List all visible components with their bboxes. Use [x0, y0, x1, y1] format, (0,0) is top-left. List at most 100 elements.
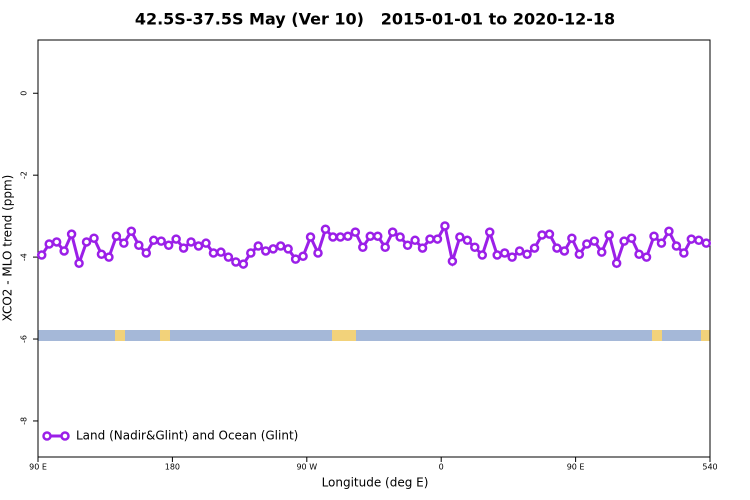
series-point	[567, 233, 577, 244]
series-point	[470, 242, 480, 253]
series-point	[656, 238, 667, 248]
series-point	[104, 252, 114, 262]
y-axis-label: XCO2 - MLO trend (ppm)	[1, 175, 15, 322]
land-patch	[652, 330, 662, 341]
series-point	[148, 235, 159, 246]
series-point	[59, 246, 69, 256]
series-point	[44, 239, 54, 249]
series-point	[380, 242, 390, 253]
series-point	[81, 237, 92, 247]
series-point	[447, 256, 458, 266]
series-point	[425, 234, 435, 244]
series-point	[410, 235, 420, 246]
series-point	[51, 237, 62, 247]
series-point	[664, 226, 674, 237]
legend-marker	[42, 431, 52, 441]
y-tick-label: 0	[20, 91, 29, 96]
series-point	[253, 241, 264, 251]
plot-frame	[37, 39, 711, 458]
series-point	[134, 240, 144, 250]
x-tick-label: 90 W	[296, 463, 317, 472]
legend-marker	[60, 431, 70, 441]
series-point	[119, 238, 129, 248]
series-point	[492, 250, 502, 260]
series-point	[462, 235, 473, 246]
land-patch	[332, 330, 356, 341]
y-tick-label: -4	[20, 253, 29, 261]
series-point	[641, 252, 652, 262]
series-point	[141, 248, 152, 258]
y-tick-label: -6	[20, 335, 29, 343]
series-point	[320, 224, 331, 234]
series-point	[619, 236, 629, 246]
land-patch	[115, 330, 125, 341]
series-point	[223, 252, 234, 262]
x-tick-label: 90 E	[29, 463, 47, 472]
series-point	[395, 232, 405, 242]
series-point	[484, 227, 495, 237]
series-point	[499, 248, 510, 258]
series-point	[529, 243, 540, 253]
series-point	[440, 221, 450, 231]
series-point	[417, 243, 428, 253]
series-point	[126, 226, 137, 237]
ocean-strip	[38, 330, 710, 341]
series-point	[589, 236, 600, 246]
series-point	[96, 249, 107, 259]
series-point	[163, 240, 174, 250]
chart-title: 42.5S-37.5S May (Ver 10) 2015-01-01 to 2…	[135, 10, 615, 29]
series-point	[582, 239, 592, 249]
series-point	[402, 240, 413, 250]
series-point	[537, 230, 547, 240]
x-tick-label: 0	[439, 463, 444, 472]
y-tick-label: -2	[20, 171, 29, 179]
series-point	[604, 230, 614, 240]
series-point	[335, 232, 346, 242]
x-axis-label: Longitude (deg E)	[322, 476, 429, 490]
legend-label: Land (Nadir&Glint) and Ocean (Glint)	[76, 429, 298, 443]
series-point	[634, 249, 644, 259]
series-point	[701, 238, 712, 248]
series-point	[328, 232, 338, 242]
series-point	[305, 232, 316, 242]
series-point	[283, 244, 293, 254]
series-point	[544, 229, 555, 239]
series-point	[432, 234, 443, 244]
series-point	[260, 246, 271, 256]
series-point	[36, 250, 47, 260]
series-point	[186, 237, 196, 247]
series-point	[208, 248, 219, 258]
series-point	[111, 231, 122, 241]
series-point	[507, 252, 517, 262]
series-point	[74, 258, 84, 268]
series-point	[372, 231, 383, 241]
x-tick-label: 180	[165, 463, 180, 472]
land-patch	[160, 330, 170, 341]
series-point	[350, 227, 361, 237]
series-point	[246, 248, 256, 258]
series-point	[231, 257, 241, 267]
series-point	[298, 251, 308, 262]
series-point	[649, 231, 659, 241]
land-patch	[701, 330, 710, 341]
series-point	[343, 231, 353, 241]
series-point	[611, 258, 622, 268]
series-point	[477, 250, 488, 260]
series-point	[552, 243, 562, 253]
series-point	[365, 231, 376, 241]
series-point	[514, 246, 525, 256]
series-point	[201, 238, 211, 248]
series-point	[559, 246, 570, 256]
series-point	[156, 236, 166, 246]
series-point	[268, 244, 278, 254]
series-point	[171, 234, 181, 244]
series-point	[193, 241, 204, 251]
series-point	[679, 248, 689, 258]
series-point	[178, 243, 189, 253]
x-tick-label: 90 E	[567, 463, 585, 472]
y-tick-label: -8	[20, 417, 29, 425]
x-tick-label: 540	[702, 463, 717, 472]
series-point	[89, 233, 99, 244]
series-point	[238, 259, 249, 269]
